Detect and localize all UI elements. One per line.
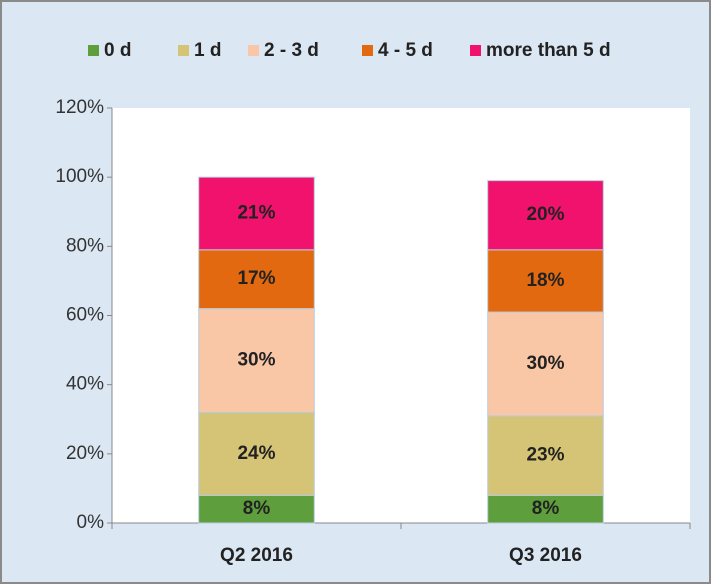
x-tick-label: Q3 2016 xyxy=(509,545,582,566)
bar-segment xyxy=(198,176,315,251)
data-label: 18% xyxy=(526,270,564,291)
y-tick-label: 80% xyxy=(66,235,104,256)
bar-segment xyxy=(198,308,315,413)
bar-segment xyxy=(198,411,315,496)
legend-label: 1 d xyxy=(194,40,221,61)
bar-segment xyxy=(198,249,315,310)
legend-swatch xyxy=(178,45,189,56)
legend-swatch xyxy=(88,45,99,56)
bar-segment xyxy=(487,249,604,313)
legend-swatch xyxy=(470,45,481,56)
data-label: 20% xyxy=(526,204,564,225)
data-label: 8% xyxy=(243,498,271,519)
bar-segment xyxy=(487,415,604,496)
bar-segment xyxy=(487,180,604,251)
legend-label: more than 5 d xyxy=(486,40,611,61)
data-label: 23% xyxy=(526,445,564,466)
legend-label: 4 - 5 d xyxy=(378,40,433,61)
y-tick-label: 20% xyxy=(66,443,104,464)
y-tick-label: 0% xyxy=(77,512,105,533)
legend-swatch xyxy=(248,45,259,56)
data-label: 21% xyxy=(237,202,275,223)
data-label: 30% xyxy=(526,353,564,374)
x-tick-label: Q2 2016 xyxy=(220,545,293,566)
data-label: 24% xyxy=(237,443,275,464)
data-label: 17% xyxy=(237,268,275,289)
bar-segment xyxy=(487,311,604,417)
data-label: 8% xyxy=(532,498,560,519)
legend-label: 2 - 3 d xyxy=(264,40,319,61)
y-tick-label: 100% xyxy=(55,166,104,187)
legend-label: 0 d xyxy=(104,40,131,61)
bar-segment xyxy=(198,494,315,524)
y-tick-label: 40% xyxy=(66,374,104,395)
y-tick-label: 60% xyxy=(66,305,104,326)
data-label: 30% xyxy=(237,349,275,370)
legend-swatch xyxy=(362,45,373,56)
y-tick-label: 120% xyxy=(55,97,104,118)
